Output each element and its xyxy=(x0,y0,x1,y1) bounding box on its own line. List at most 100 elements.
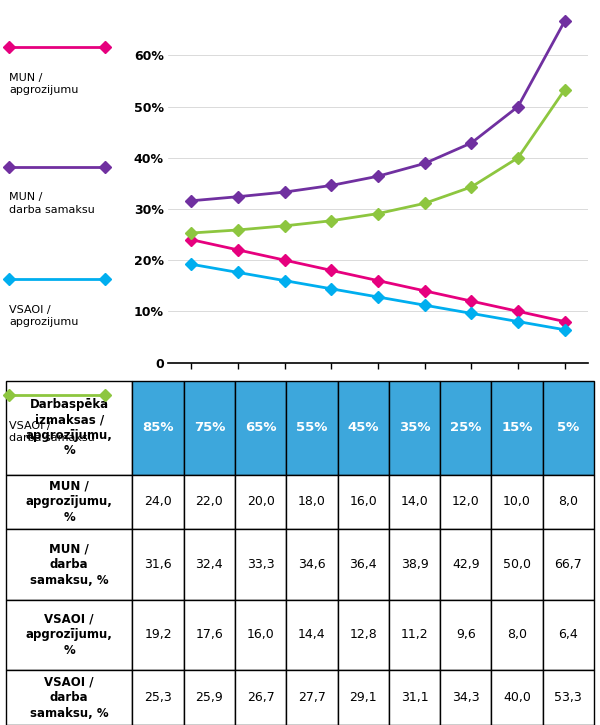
Text: MUN /
darba
samaksu, %: MUN / darba samaksu, % xyxy=(30,542,109,587)
Text: 31,6: 31,6 xyxy=(144,558,172,571)
Bar xyxy=(440,381,491,475)
Bar xyxy=(338,381,389,475)
Text: 38,9: 38,9 xyxy=(401,558,428,571)
Bar xyxy=(440,475,491,529)
Bar xyxy=(491,670,543,725)
Bar xyxy=(338,529,389,600)
Text: 26,7: 26,7 xyxy=(247,691,275,704)
Bar xyxy=(491,529,543,600)
Bar xyxy=(133,529,184,600)
Bar xyxy=(235,381,286,475)
Bar xyxy=(440,670,491,725)
Text: 45%: 45% xyxy=(347,421,379,434)
Text: 25%: 25% xyxy=(450,421,481,434)
Text: 16,0: 16,0 xyxy=(349,495,377,508)
Text: VSAOI /
apgrozījumu,
%: VSAOI / apgrozījumu, % xyxy=(26,613,113,657)
Text: 50,0: 50,0 xyxy=(503,558,531,571)
Text: 18,0: 18,0 xyxy=(298,495,326,508)
Bar xyxy=(543,670,594,725)
Bar xyxy=(543,529,594,600)
Text: VSAOI /
darba samaksu: VSAOI / darba samaksu xyxy=(9,420,95,443)
Text: 6,4: 6,4 xyxy=(559,629,578,642)
Text: 16,0: 16,0 xyxy=(247,629,275,642)
Bar xyxy=(491,381,543,475)
Text: 65%: 65% xyxy=(245,421,277,434)
Text: 8,0: 8,0 xyxy=(559,495,578,508)
Text: 15%: 15% xyxy=(502,421,533,434)
Text: 17,6: 17,6 xyxy=(196,629,223,642)
Text: VSAOI /
apgrozijumu: VSAOI / apgrozijumu xyxy=(9,304,79,327)
Text: 29,1: 29,1 xyxy=(349,691,377,704)
Text: Darbaspēka
izmaksas /
apgrozījumu,
%: Darbaspēka izmaksas / apgrozījumu, % xyxy=(26,398,113,457)
Bar xyxy=(491,600,543,670)
Bar xyxy=(389,475,440,529)
Bar xyxy=(6,529,133,600)
Text: 34,3: 34,3 xyxy=(452,691,479,704)
Bar xyxy=(6,670,133,725)
Text: 12,0: 12,0 xyxy=(452,495,479,508)
Text: 34,6: 34,6 xyxy=(298,558,326,571)
Bar xyxy=(389,670,440,725)
Text: 40,0: 40,0 xyxy=(503,691,531,704)
Text: 25,9: 25,9 xyxy=(196,691,223,704)
Text: 27,7: 27,7 xyxy=(298,691,326,704)
Bar xyxy=(6,600,133,670)
Text: 10,0: 10,0 xyxy=(503,495,531,508)
Text: 20,0: 20,0 xyxy=(247,495,275,508)
Bar xyxy=(133,600,184,670)
Text: 53,3: 53,3 xyxy=(554,691,582,704)
Bar xyxy=(543,381,594,475)
Text: 11,2: 11,2 xyxy=(401,629,428,642)
Bar xyxy=(389,529,440,600)
Text: 14,4: 14,4 xyxy=(298,629,326,642)
Text: 55%: 55% xyxy=(296,421,328,434)
Bar xyxy=(235,600,286,670)
Bar xyxy=(543,600,594,670)
Text: 42,9: 42,9 xyxy=(452,558,479,571)
Text: 33,3: 33,3 xyxy=(247,558,274,571)
Text: 85%: 85% xyxy=(142,421,174,434)
Bar xyxy=(133,381,184,475)
Bar xyxy=(184,670,235,725)
Text: 25,3: 25,3 xyxy=(144,691,172,704)
Bar xyxy=(6,381,133,475)
Bar xyxy=(286,475,338,529)
Text: 19,2: 19,2 xyxy=(144,629,172,642)
Bar xyxy=(338,670,389,725)
Bar xyxy=(543,475,594,529)
Text: MUN /
apgrozijumu: MUN / apgrozijumu xyxy=(9,72,79,95)
Text: 66,7: 66,7 xyxy=(554,558,582,571)
Text: 36,4: 36,4 xyxy=(349,558,377,571)
Bar xyxy=(389,381,440,475)
Bar xyxy=(184,600,235,670)
Bar xyxy=(184,529,235,600)
Bar xyxy=(286,600,338,670)
Bar xyxy=(286,670,338,725)
Bar xyxy=(235,529,286,600)
Bar xyxy=(440,529,491,600)
Bar xyxy=(184,381,235,475)
Bar xyxy=(6,475,133,529)
Text: 35%: 35% xyxy=(399,421,430,434)
Bar xyxy=(286,381,338,475)
Text: VSAOI /
darba
samaksu, %: VSAOI / darba samaksu, % xyxy=(30,676,109,720)
Bar xyxy=(286,529,338,600)
Bar xyxy=(440,600,491,670)
Bar xyxy=(338,600,389,670)
Text: 12,8: 12,8 xyxy=(349,629,377,642)
Text: 75%: 75% xyxy=(194,421,225,434)
Text: 14,0: 14,0 xyxy=(401,495,428,508)
Bar xyxy=(235,475,286,529)
Bar xyxy=(133,475,184,529)
Bar xyxy=(235,670,286,725)
Text: 8,0: 8,0 xyxy=(507,629,527,642)
Text: 31,1: 31,1 xyxy=(401,691,428,704)
Text: MUN /
darba samaksu: MUN / darba samaksu xyxy=(9,192,95,215)
Text: 32,4: 32,4 xyxy=(196,558,223,571)
Bar xyxy=(133,670,184,725)
Bar xyxy=(389,600,440,670)
Bar xyxy=(491,475,543,529)
Bar xyxy=(338,475,389,529)
Text: MUN /
apgrozījumu,
%: MUN / apgrozījumu, % xyxy=(26,480,113,524)
Text: 24,0: 24,0 xyxy=(144,495,172,508)
